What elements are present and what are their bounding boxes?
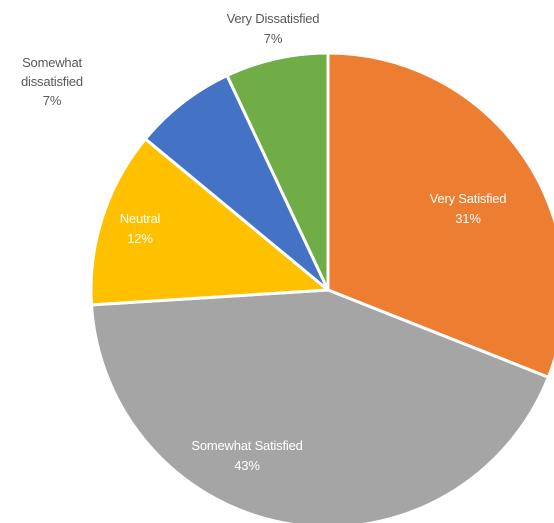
- labels-layer: Very Satisfied 31% Somewhat Satisfied 43% Ne…: [21, 11, 507, 473]
- label-name: Very Satisfied: [430, 191, 507, 206]
- data-label-very-dissatisfied: Very Dissatisfied 7%: [227, 11, 320, 46]
- label-name: Somewhat dissatisfied: [21, 55, 83, 89]
- label-name: Very Dissatisfied: [227, 11, 320, 26]
- label-percent: 31%: [455, 211, 481, 226]
- slice-somewhat-satisfied: [89, 288, 550, 523]
- label-percent: 7%: [264, 31, 283, 46]
- slices-layer: [89, 51, 554, 523]
- data-label-very-satisfied: Very Satisfied 31%: [430, 191, 507, 226]
- label-percent: 7%: [43, 93, 62, 108]
- label-percent: 43%: [234, 458, 260, 473]
- label-name: Somewhat Satisfied: [191, 438, 302, 453]
- slice-somewhat-dissatisfied: [143, 74, 330, 292]
- slice-neutral: [89, 137, 330, 307]
- data-label-neutral: Neutral 12%: [120, 211, 161, 246]
- data-label-somewhat-dissatisfied: Somewhat dissatisfied 7%: [21, 55, 83, 108]
- slice-very-satisfied: [326, 51, 554, 379]
- label-name: Neutral: [120, 211, 161, 226]
- slice-very-dissatisfied: [225, 51, 330, 292]
- label-percent: 12%: [127, 231, 153, 246]
- data-label-somewhat-satisfied: Somewhat Satisfied 43%: [191, 438, 302, 473]
